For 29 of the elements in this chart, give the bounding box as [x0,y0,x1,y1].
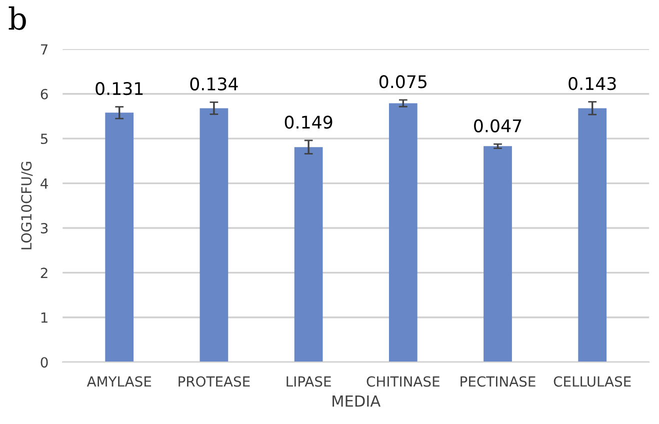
y-axis-title: LOG10CFU/G [21,162,33,250]
bar [200,108,228,362]
annotation: 0.131 [96,82,143,96]
bar [388,103,418,362]
y-tick-label: 7 [41,44,48,54]
x-tick-label: AMYLASE [86,376,152,387]
y-tick-label: 1 [41,312,48,323]
y-tick-label: 3 [40,222,48,234]
annotation: 0.075 [379,75,426,88]
annotation: 0.149 [284,116,332,129]
y-tick-label: 4 [40,178,48,189]
x-axis-title: MEDIA [332,395,381,407]
x-tick-label: PROTEASE [178,376,250,387]
annotation: 0.143 [568,76,616,90]
y-tick-label: 6 [40,88,48,100]
text: b [8,6,26,30]
y-tick-label: 5 [40,134,48,144]
bar [105,112,134,362]
y-tick-label: 0 [40,357,48,368]
bar [294,147,323,362]
x-tick-label: CELLULASE [554,376,631,387]
y-tick-label: 2 [40,268,48,278]
bar [578,108,607,362]
x-tick-label: LIPASE [286,376,331,387]
annotation: 0.047 [474,119,522,132]
bar [484,146,512,362]
x-tick-label: PECTINASE [460,376,536,387]
annotation: 0.134 [190,77,238,91]
x-tick-label: CHITINASE [366,376,440,387]
